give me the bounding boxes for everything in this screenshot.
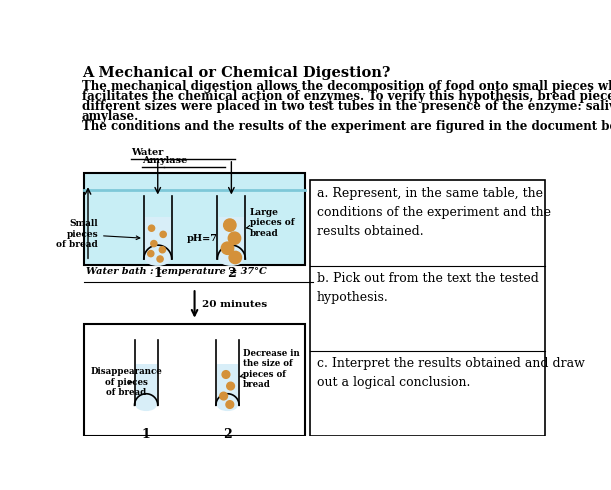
Text: Decrease in
the size of
pieces of
bread: Decrease in the size of pieces of bread	[240, 349, 300, 389]
Ellipse shape	[219, 252, 244, 266]
Text: Water bath : temperature = 37°C: Water bath : temperature = 37°C	[86, 268, 266, 276]
Circle shape	[221, 242, 233, 254]
Bar	[145, 218, 170, 259]
Circle shape	[220, 392, 227, 400]
Text: Amylase: Amylase	[142, 156, 188, 165]
Circle shape	[227, 382, 235, 390]
Text: 20 minutes: 20 minutes	[202, 300, 268, 309]
Circle shape	[160, 231, 166, 238]
Ellipse shape	[136, 399, 156, 411]
Text: facilitates the chemical action of enzymes. To verify this hypothesis, bread pie: facilitates the chemical action of enzym…	[82, 90, 611, 103]
Text: different sizes were placed in two test tubes in the presence of the enzyme: sal: different sizes were placed in two test …	[82, 100, 611, 113]
Text: Water: Water	[131, 148, 163, 157]
Bar	[310, 180, 545, 436]
Circle shape	[229, 251, 241, 264]
Circle shape	[222, 370, 230, 378]
Text: The mechanical digestion allows the decomposition of food onto small pieces whic: The mechanical digestion allows the deco…	[82, 80, 611, 94]
Bar	[136, 365, 156, 405]
Ellipse shape	[217, 399, 238, 411]
Circle shape	[226, 401, 233, 408]
Text: 2: 2	[227, 268, 236, 280]
Text: b. Pick out from the text the tested
hypothesis.: b. Pick out from the text the tested hyp…	[316, 272, 538, 304]
Text: 1: 1	[142, 428, 150, 441]
Circle shape	[229, 232, 241, 245]
Text: 1: 1	[153, 268, 162, 280]
Bar	[84, 324, 305, 436]
Text: 2: 2	[223, 428, 232, 441]
Bar	[217, 365, 238, 405]
Text: c. Interpret the results obtained and draw
out a logical conclusion.: c. Interpret the results obtained and dr…	[316, 357, 585, 389]
Bar	[219, 218, 244, 259]
Text: Large
pieces of
bread: Large pieces of bread	[246, 208, 295, 238]
Circle shape	[148, 250, 154, 257]
Text: Small
pieces
of bread: Small pieces of bread	[56, 220, 140, 249]
Bar	[84, 173, 305, 265]
Text: a. Represent, in the same table, the
conditions of the experiment and the
result: a. Represent, in the same table, the con…	[316, 187, 551, 238]
Circle shape	[151, 241, 157, 246]
Text: pH=7: pH=7	[187, 234, 218, 243]
Text: A Mechanical or Chemical Digestion?: A Mechanical or Chemical Digestion?	[82, 67, 390, 80]
Circle shape	[148, 225, 155, 231]
Text: The conditions and the results of the experiment are figured in the document bel: The conditions and the results of the ex…	[82, 121, 611, 133]
Circle shape	[224, 219, 236, 231]
Circle shape	[157, 256, 163, 262]
Text: Disappearance
of pieces
of bread: Disappearance of pieces of bread	[90, 368, 162, 397]
Text: amylase.: amylase.	[82, 110, 139, 123]
Ellipse shape	[145, 252, 170, 266]
Circle shape	[159, 246, 166, 253]
